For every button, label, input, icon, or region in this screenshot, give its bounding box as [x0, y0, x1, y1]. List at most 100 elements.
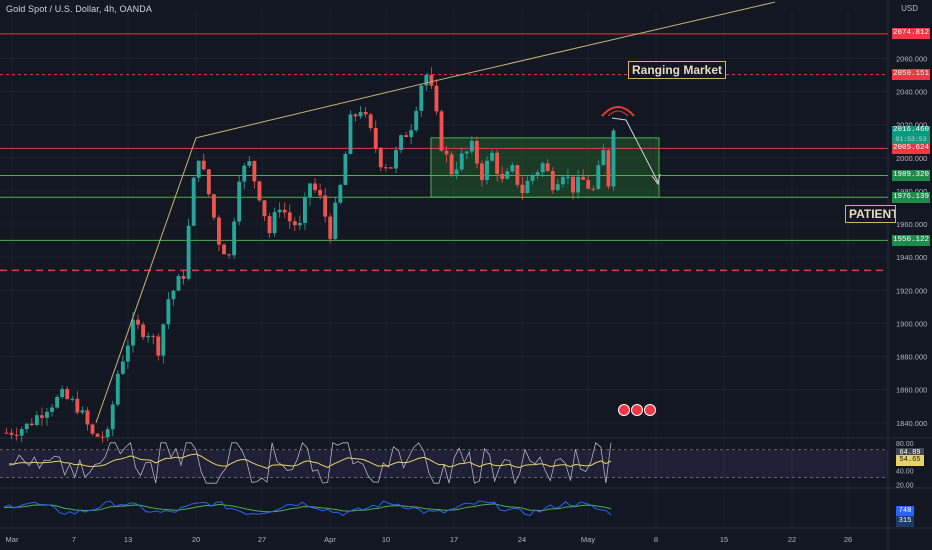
candle-body [227, 254, 232, 256]
candle-body [60, 389, 65, 398]
trend-line [95, 137, 197, 423]
candle-body [297, 223, 302, 226]
candle-body [601, 150, 606, 166]
oscillator-signal-line [3, 503, 612, 513]
candle-body [85, 410, 90, 425]
candle-body [505, 171, 510, 179]
candle-body [131, 319, 135, 346]
candle-body [571, 176, 575, 193]
candle-body [515, 165, 520, 185]
candle-body [29, 423, 34, 426]
candle-body [287, 212, 292, 222]
candle-body [540, 163, 545, 173]
candle-body [378, 148, 383, 168]
candle-body [151, 335, 156, 337]
candle-body [404, 135, 409, 138]
top-arc [601, 106, 635, 117]
candle-body [439, 111, 444, 151]
candle-body [206, 169, 211, 195]
rsi-ma-line [9, 453, 612, 469]
trend-line [195, 81, 433, 139]
candle-body [125, 345, 130, 362]
y-tick-label: 1840.000 [896, 419, 927, 428]
candle-body [9, 432, 14, 435]
candle-body [535, 172, 540, 175]
candle-body [186, 225, 191, 279]
price-level-tag: 1950.122 [892, 234, 930, 246]
candle-body [272, 212, 277, 234]
event-flag-icon[interactable] [644, 404, 656, 416]
candle-body [232, 221, 237, 256]
candle-body [399, 135, 403, 151]
top-arc-inner [607, 110, 629, 117]
event-flag-icon[interactable] [618, 404, 630, 416]
candle-body [429, 75, 434, 86]
candle-body [480, 163, 484, 180]
candle-body [500, 173, 505, 179]
candle-body [348, 114, 353, 155]
candle-body [388, 167, 393, 169]
candle-body [282, 209, 287, 213]
candle-body [474, 140, 479, 164]
rsi-value-tag: 64.89 [896, 447, 924, 459]
candle-body [469, 140, 474, 152]
rsi-ma-tag: 54.65 [896, 454, 924, 466]
candle-body [611, 130, 616, 187]
y-tick-label: 2020.000 [896, 121, 927, 130]
candle-body [171, 290, 176, 300]
candle-body [338, 184, 343, 203]
candle-body [566, 176, 570, 178]
y-tick-label: 1940.000 [896, 253, 927, 262]
candle-body [318, 190, 323, 196]
y-tick-label: 1880.000 [896, 353, 927, 362]
price-level-tag: 1989.320 [892, 169, 930, 181]
candle-body [141, 324, 146, 338]
ranging-market-label[interactable]: Ranging Market [628, 61, 727, 79]
x-tick-label: 26 [844, 535, 852, 544]
x-tick-label: 7 [72, 535, 76, 544]
projection-arrow [611, 117, 659, 183]
candle-body [459, 153, 464, 170]
y-tick-label: 1960.000 [896, 220, 927, 229]
event-flag-icon[interactable] [631, 404, 643, 416]
patient-label[interactable]: PATIENT [845, 205, 896, 223]
y-tick-label: 1860.000 [896, 386, 927, 395]
x-tick-label: 15 [720, 535, 728, 544]
candle-body [419, 85, 424, 111]
candle-body [80, 410, 85, 413]
candle-body [110, 404, 115, 430]
x-tick-label: 10 [382, 535, 390, 544]
candle-body [181, 276, 186, 279]
candle-body [444, 150, 449, 155]
candle-body [242, 165, 247, 182]
candle-body [146, 335, 151, 338]
candle-body [333, 202, 338, 239]
candle-body [191, 177, 196, 226]
price-level-tag: 1976.139 [892, 191, 930, 203]
candle-body [409, 130, 414, 138]
x-tick-label: 24 [518, 535, 526, 544]
candle-body [550, 171, 555, 191]
candle-body [308, 183, 312, 198]
x-tick-label: 8 [654, 535, 658, 544]
candle-body [252, 161, 257, 182]
candle-body [201, 160, 206, 170]
candle-body [217, 217, 221, 245]
candle-body [328, 216, 333, 239]
rsi-tick-label: 80.00 [896, 441, 914, 448]
candle-body [343, 154, 348, 185]
candle-body [262, 200, 267, 217]
candle-body [211, 194, 216, 218]
candle-body [555, 184, 560, 191]
oscillator-signal-tag: 315 [896, 515, 914, 527]
candle-body [414, 110, 419, 131]
candle-body [576, 176, 580, 193]
candle-body [55, 397, 60, 408]
candle-body [434, 85, 439, 112]
candle-body [591, 188, 596, 190]
range-box [430, 137, 660, 198]
x-tick-label: Mar [6, 535, 19, 544]
y-tick-label: 1980.000 [896, 187, 927, 196]
